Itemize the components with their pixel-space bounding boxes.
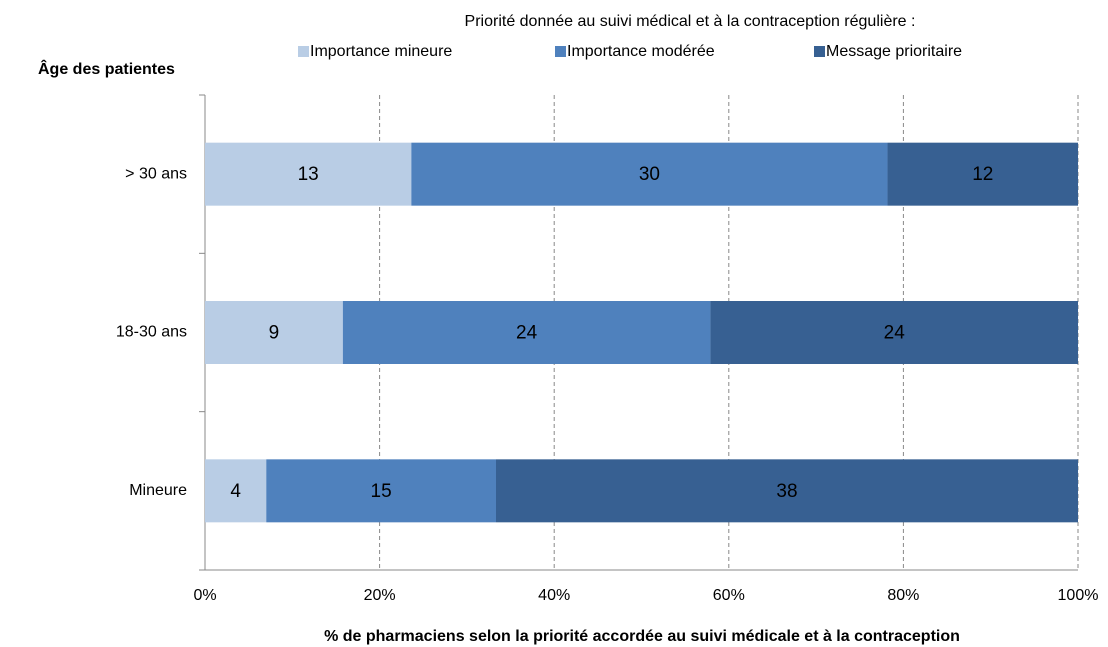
legend-title: Priorité donnée au suivi médical et à la…	[465, 13, 916, 30]
y-axis-title: Âge des patientes	[38, 59, 175, 78]
bar-segment	[496, 459, 1078, 523]
data-label: 24	[516, 323, 538, 344]
data-label: 13	[298, 164, 319, 185]
bar-segment	[411, 142, 888, 206]
data-label: 12	[972, 164, 993, 185]
x-tick-label: 100%	[1058, 587, 1099, 604]
bar-segment	[205, 459, 267, 523]
legend-swatch	[298, 46, 309, 57]
bar-segment	[710, 301, 1078, 364]
x-tick-label: 80%	[887, 587, 919, 604]
legend-label: Importance mineure	[310, 43, 452, 60]
x-tick-label: 60%	[713, 587, 745, 604]
data-label: 38	[776, 481, 797, 502]
legend-label: Importance modérée	[567, 43, 715, 60]
legend-swatch	[814, 46, 825, 57]
data-label: 4	[230, 481, 241, 502]
x-tick-label: 20%	[364, 587, 396, 604]
x-tick-label: 40%	[538, 587, 570, 604]
x-axis-title: % de pharmaciens selon la priorité accor…	[324, 628, 960, 645]
legend-label: Message prioritaire	[826, 43, 962, 60]
bar-segment	[266, 459, 496, 523]
y-tick-label: > 30 ans	[125, 165, 187, 182]
bar-segment	[342, 301, 711, 364]
data-label: 9	[269, 323, 280, 344]
bar-segment	[205, 142, 412, 206]
data-label: 24	[884, 323, 906, 344]
x-tick-label: 0%	[193, 587, 216, 604]
legend-swatch	[555, 46, 566, 57]
bar-segment	[887, 142, 1078, 206]
data-label: 15	[371, 481, 392, 502]
bar-segment	[205, 301, 343, 364]
y-tick-label: 18-30 ans	[116, 324, 187, 341]
data-label: 30	[639, 164, 660, 185]
y-tick-label: Mineure	[129, 482, 187, 499]
